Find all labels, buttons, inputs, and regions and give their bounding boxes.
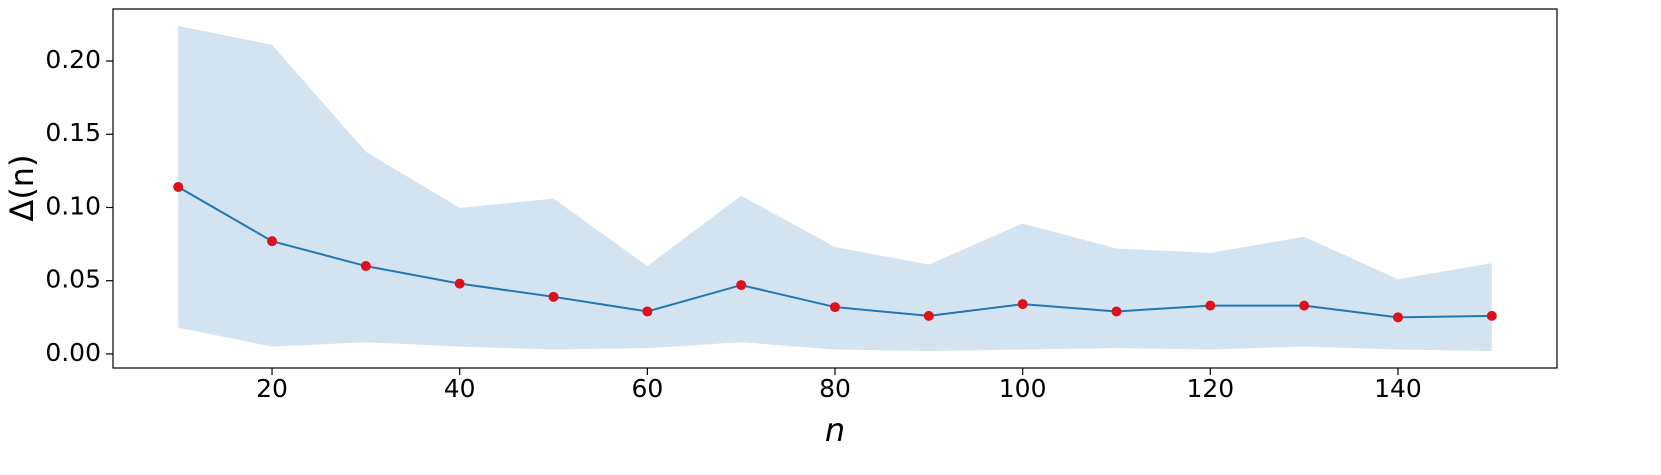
point <box>454 278 465 289</box>
y-axis-label: Δ(n) <box>3 154 41 221</box>
point <box>923 310 934 321</box>
y-tick-label: 0.10 <box>45 191 101 220</box>
point <box>1205 300 1216 311</box>
x-axis-label: n <box>825 411 845 449</box>
point <box>1111 306 1122 317</box>
point <box>736 280 747 291</box>
x-tick-label: 100 <box>999 374 1047 403</box>
plot-frame <box>112 8 1558 369</box>
point <box>642 306 653 317</box>
point <box>830 302 840 313</box>
point <box>173 181 184 192</box>
x-tick-label: 120 <box>1186 374 1234 403</box>
x-tick-label: 60 <box>631 374 663 403</box>
band <box>178 25 1492 352</box>
point <box>1486 310 1497 321</box>
point <box>1299 300 1310 311</box>
y-tick-label: 0.00 <box>45 338 101 367</box>
x-tick-label: 80 <box>819 374 851 403</box>
y-tick-label: 0.15 <box>45 118 101 147</box>
y-tick-label: 0.20 <box>45 45 101 74</box>
y-tick-label: 0.05 <box>45 265 101 294</box>
x-tick-label: 40 <box>444 374 476 403</box>
point <box>1017 299 1028 310</box>
x-tick-label: 20 <box>256 374 288 403</box>
point <box>1392 312 1403 323</box>
point <box>548 291 559 302</box>
point <box>360 261 371 272</box>
point <box>267 236 278 247</box>
x-tick-label: 140 <box>1374 374 1422 403</box>
